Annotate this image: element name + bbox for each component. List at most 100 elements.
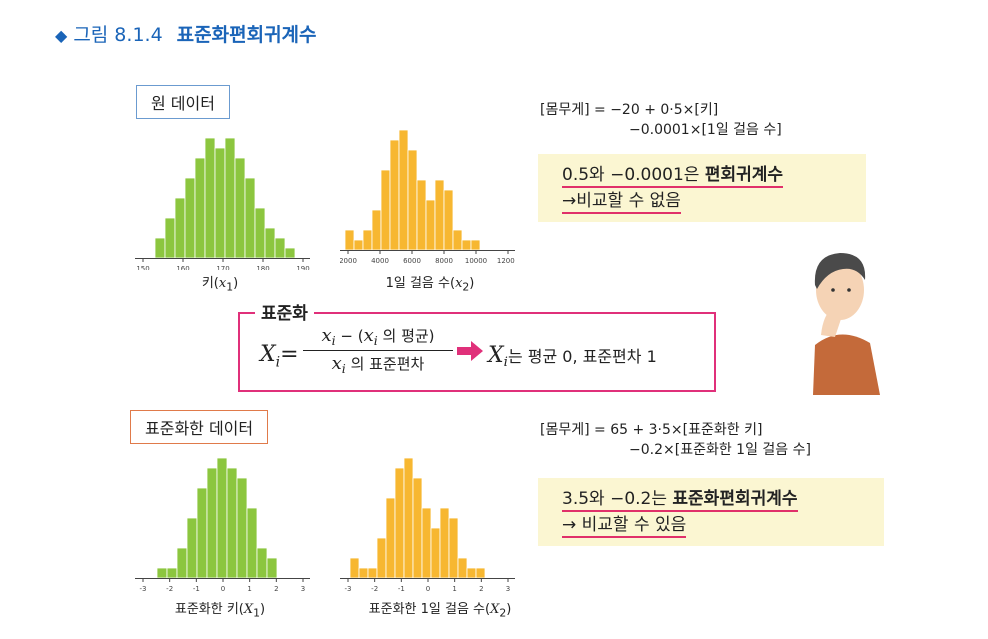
- std-steps-bar: [385, 497, 396, 579]
- raw-steps-tick-label: 6000: [403, 257, 421, 265]
- std-height-bar: [226, 467, 238, 579]
- raw-height-histogram: 150 160 170 180 190: [135, 110, 310, 270]
- std-height-bar: [206, 467, 218, 579]
- std-steps-bar: [412, 477, 423, 579]
- std-steps-xlabel: 표준화한 1일 걸음 수(X2): [368, 602, 512, 620]
- raw-height-bar: [194, 157, 206, 259]
- formula-result: Xi는 평균 0, 표준편차 1: [488, 343, 657, 371]
- std-steps-bar: [349, 557, 360, 579]
- raw-steps-chart: 2000 4000 6000 8000 10000 12000: [340, 129, 515, 265]
- raw-height-xlabel: 키(x1): [201, 276, 239, 294]
- raw-height-bar: [284, 247, 296, 259]
- std-data-label: 표준화한 데이터: [130, 410, 269, 444]
- raw-height-bar: [234, 157, 246, 259]
- std-steps-bar: [475, 567, 486, 579]
- std-note-line2: → 비교할 수 있음: [562, 514, 687, 538]
- raw-height-tick-label: 170: [216, 265, 229, 270]
- raw-steps-bar: [425, 199, 436, 251]
- raw-steps-tick-label: 12000: [497, 257, 515, 265]
- std-height-tick-label: 1: [247, 585, 251, 593]
- raw-steps-tick-label: 8000: [435, 257, 453, 265]
- raw-height-bar: [264, 227, 276, 259]
- raw-data-label: 원 데이터: [136, 85, 230, 119]
- raw-height-bar: [174, 197, 186, 259]
- std-height-bar: [216, 457, 228, 579]
- std-height-tick-label: -1: [193, 585, 200, 593]
- raw-height-chart: 150 160 170 180 190: [135, 137, 310, 270]
- standardize-box: [238, 312, 716, 392]
- raw-steps-bar: [461, 239, 472, 251]
- std-height-bar: [166, 567, 178, 579]
- raw-steps-bar: [470, 239, 481, 251]
- formula-denominator: xi 의 표준편차: [331, 353, 425, 376]
- raw-steps-tick-label: 4000: [371, 257, 389, 265]
- std-steps-tick-label: -2: [371, 585, 378, 593]
- raw-height-tick-label: 150: [136, 265, 149, 270]
- std-steps-tick-label: 3: [506, 585, 510, 593]
- raw-height-bar: [154, 237, 166, 259]
- raw-steps-bar: [434, 179, 445, 251]
- raw-equation-line1: [몸무게] = −20 + 0·5×[키]: [540, 102, 719, 118]
- raw-height-bar: [274, 237, 286, 259]
- raw-note-line2: →비교할 수 없음: [562, 190, 681, 214]
- formula-numerator: xi − (xi 의 평균): [303, 325, 453, 351]
- figure-title: ◆ 그림 8.1.4 표준화편회귀계수: [55, 20, 317, 47]
- raw-height-bar: [184, 177, 196, 259]
- std-note-line1: 3.5와 −0.2는 표준화편회귀계수: [562, 488, 798, 512]
- raw-steps-bar: [362, 229, 373, 251]
- std-height-bar: [176, 547, 188, 579]
- std-height-bar: [236, 477, 248, 579]
- std-steps-bar: [448, 517, 459, 579]
- std-steps-bar: [457, 557, 468, 579]
- raw-steps-bar: [443, 189, 454, 251]
- std-height-bar: [246, 507, 258, 579]
- raw-height-tick-label: 190: [296, 265, 309, 270]
- std-height-bar: [196, 487, 208, 579]
- std-steps-bar: [421, 507, 432, 579]
- std-height-chart: -3 -2 -1 0 1 2 3: [135, 457, 310, 593]
- std-steps-chart: -3 -2 -1 0 1 2 3: [340, 457, 515, 593]
- std-height-xlabel: 표준화한 키(X1): [174, 602, 266, 620]
- std-height-tick-label: -3: [140, 585, 147, 593]
- formula-fraction: xi − (xi 의 평균) xi 의 표준편차: [303, 325, 453, 376]
- raw-steps-xlabel: 1일 걸음 수(x2): [385, 276, 475, 294]
- std-steps-histogram: -3 -2 -1 0 1 2 3: [340, 430, 515, 595]
- std-height-tick-label: 3: [301, 585, 305, 593]
- raw-steps-bar: [407, 149, 418, 251]
- arrow-right-icon: [455, 340, 485, 366]
- raw-height-tick-label: 160: [176, 265, 189, 270]
- std-height-bar: [186, 517, 198, 579]
- raw-height-bar: [254, 207, 266, 259]
- raw-steps-bar: [371, 209, 382, 251]
- std-steps-tick-label: 2: [479, 585, 483, 593]
- std-height-bar: [256, 547, 268, 579]
- raw-steps-tick-label: 2000: [340, 257, 357, 265]
- std-steps-bar: [367, 567, 378, 579]
- raw-note: 0.5와 −0.0001은 편회귀계수 →비교할 수 없음: [538, 154, 866, 222]
- std-steps-bar: [466, 567, 477, 579]
- std-steps-bar: [376, 537, 387, 579]
- raw-equation-line2: −0.0001×[1일 걸음 수]: [629, 122, 782, 138]
- std-equation-line1: [몸무게] = 65 + 3·5×[표준화한 키]: [540, 422, 763, 438]
- figure-number: 그림 8.1.4: [73, 24, 163, 46]
- std-steps-tick-label: -3: [345, 585, 352, 593]
- raw-steps-tick-label: 10000: [465, 257, 487, 265]
- raw-height-bar: [164, 217, 176, 259]
- raw-steps-histogram: 2000 4000 6000 8000 10000 12000: [340, 110, 515, 270]
- raw-steps-bar: [416, 179, 427, 251]
- raw-steps-bar: [452, 229, 463, 251]
- raw-height-bar: [204, 137, 216, 259]
- std-steps-bar: [394, 467, 405, 579]
- std-note: 3.5와 −0.2는 표준화편회귀계수 → 비교할 수 있음: [538, 478, 884, 546]
- raw-height-tick-label: 180: [256, 265, 269, 270]
- raw-note-line1: 0.5와 −0.0001은 편회귀계수: [562, 164, 784, 188]
- std-height-histogram: -3 -2 -1 0 1 2 3: [135, 430, 310, 595]
- raw-steps-bar: [389, 139, 400, 251]
- std-height-tick-label: 0: [221, 585, 225, 593]
- std-steps-bar: [403, 457, 414, 579]
- std-steps-bar: [358, 567, 369, 579]
- raw-height-bar: [214, 147, 226, 259]
- std-height-bar: [156, 567, 168, 579]
- std-height-bar: [266, 557, 278, 579]
- raw-steps-bar: [398, 129, 409, 251]
